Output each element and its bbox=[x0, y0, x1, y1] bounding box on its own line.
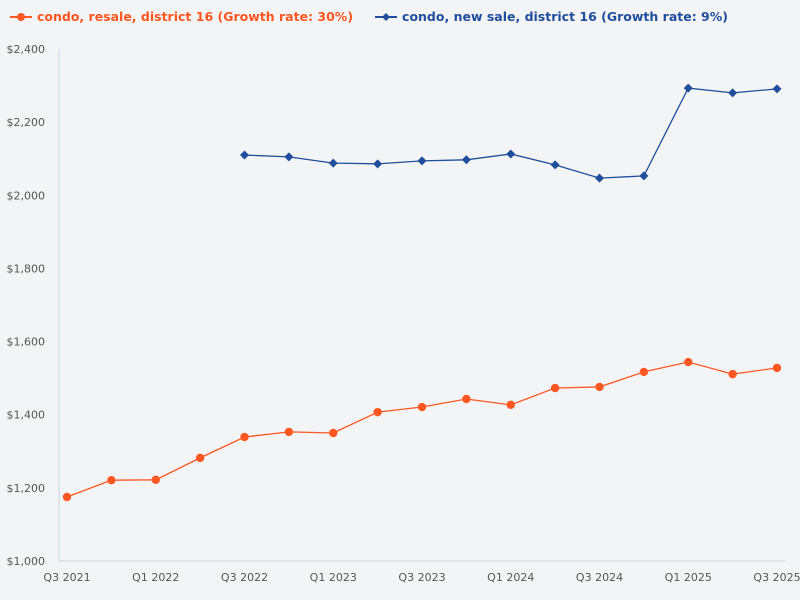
data-point bbox=[328, 158, 338, 168]
data-point bbox=[772, 363, 782, 373]
data-point bbox=[639, 171, 649, 181]
data-point bbox=[329, 428, 338, 438]
series-line-0 bbox=[66, 361, 778, 498]
data-point bbox=[417, 402, 427, 412]
series-line-1 bbox=[244, 87, 778, 179]
data-point bbox=[728, 88, 738, 98]
data-point bbox=[639, 367, 649, 377]
data-point bbox=[772, 84, 782, 94]
diamond-marker-icon bbox=[375, 12, 398, 21]
legend-item-new-sale[interactable]: condo, new sale, district 16 (Growth rat… bbox=[375, 9, 728, 24]
circle-marker-icon bbox=[10, 12, 32, 21]
data-point bbox=[417, 156, 427, 166]
y-tick-label: $1,800 bbox=[7, 262, 46, 275]
data-point bbox=[240, 432, 249, 442]
data-point bbox=[107, 475, 116, 485]
y-tick-label: $1,600 bbox=[7, 336, 46, 349]
data-point bbox=[462, 394, 471, 404]
y-tick-label: $2,400 bbox=[7, 43, 46, 56]
legend-item-resale[interactable]: condo, resale, district 16 (Growth rate:… bbox=[10, 9, 353, 24]
x-tick-label: Q1 2025 bbox=[665, 571, 712, 584]
x-tick-label: Q3 2024 bbox=[576, 571, 623, 584]
data-point bbox=[284, 152, 294, 162]
y-tick-label: $1,400 bbox=[7, 409, 46, 422]
data-point bbox=[195, 453, 205, 463]
x-tick-label: Q3 2025 bbox=[753, 571, 800, 584]
legend-label: condo, resale, district 16 (Growth rate:… bbox=[37, 9, 354, 24]
data-point bbox=[284, 427, 294, 437]
x-tick-label: Q1 2024 bbox=[487, 571, 534, 584]
data-point bbox=[62, 492, 72, 502]
data-point bbox=[151, 475, 160, 485]
data-point bbox=[373, 159, 383, 169]
data-point bbox=[595, 382, 604, 392]
data-point bbox=[506, 149, 516, 159]
x-tick-label: Q3 2023 bbox=[398, 571, 445, 584]
y-tick-label: $2,200 bbox=[7, 116, 46, 129]
x-tick-label: Q3 2022 bbox=[221, 571, 268, 584]
data-point bbox=[728, 369, 737, 379]
data-point bbox=[550, 160, 560, 170]
chart-legend: condo, resale, district 16 (Growth rate:… bbox=[10, 9, 728, 24]
x-tick-label: Q1 2022 bbox=[132, 571, 179, 584]
y-tick-label: $2,000 bbox=[7, 189, 46, 202]
data-point bbox=[683, 83, 693, 93]
x-tick-label: Q1 2023 bbox=[310, 571, 357, 584]
data-point bbox=[240, 150, 249, 160]
data-point bbox=[550, 383, 560, 393]
x-tick-label: Q3 2021 bbox=[43, 571, 90, 584]
data-point bbox=[595, 173, 604, 183]
y-tick-label: $1,200 bbox=[7, 482, 46, 495]
y-tick-label: $1,000 bbox=[7, 555, 46, 568]
data-point bbox=[506, 400, 515, 410]
data-point bbox=[684, 357, 693, 367]
data-point bbox=[373, 407, 382, 417]
legend-label: condo, new sale, district 16 (Growth rat… bbox=[402, 9, 728, 24]
data-point bbox=[461, 155, 471, 165]
